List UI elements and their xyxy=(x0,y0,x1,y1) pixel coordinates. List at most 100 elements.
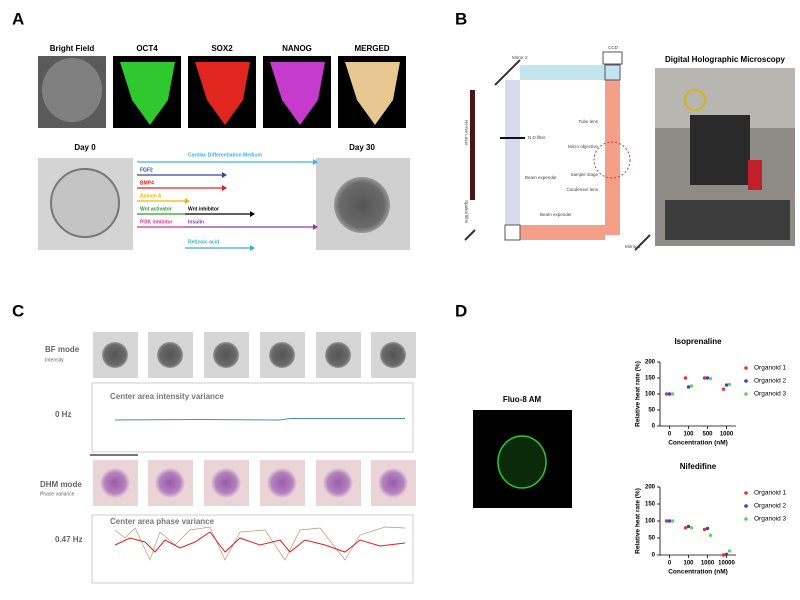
y-tick-label: 0 xyxy=(652,424,656,430)
legend-marker xyxy=(744,504,748,508)
legend-label: Organoid 3 xyxy=(754,391,787,398)
diagram-label: Tube lens xyxy=(578,119,598,124)
legend-label: Organoid 1 xyxy=(754,365,787,372)
data-point xyxy=(670,392,675,396)
dhm-images xyxy=(93,460,416,506)
data-point xyxy=(727,382,732,387)
data-point xyxy=(721,553,726,557)
diagram-label: CCD xyxy=(608,45,618,50)
factor-label: Wnt activator xyxy=(140,206,172,212)
factor-label: FGF2 xyxy=(140,167,153,173)
mode-label: DHM mode xyxy=(40,480,82,489)
diagram-label: N.D filter xyxy=(528,135,546,140)
chart-title: Isoprenaline xyxy=(674,337,722,346)
diagram-label: Micro objective xyxy=(568,144,599,149)
data-point xyxy=(721,387,726,391)
legend-marker xyxy=(744,366,748,370)
frequency-label: 0 Hz xyxy=(55,410,71,419)
stain-label: OCT4 xyxy=(136,44,158,53)
diagram-label: Mirror 1 xyxy=(625,244,641,249)
frequency-label: 0.47 Hz xyxy=(55,535,83,544)
x-tick-label: 1000 xyxy=(701,561,715,567)
factor-label: Retinoic acid xyxy=(188,239,219,245)
legend-marker xyxy=(744,379,748,383)
y-axis-label: Relative heat rate (%) xyxy=(635,361,642,427)
y-tick-label: 100 xyxy=(645,519,656,525)
legend-marker xyxy=(744,491,748,495)
diagram-label: Sample stage xyxy=(570,172,598,177)
diagram-label: Spatial filter xyxy=(464,200,469,224)
y-axis-label: Relative heat rate (%) xyxy=(635,488,642,554)
x-tick-label: 0 xyxy=(668,561,672,567)
panel-letter: D xyxy=(455,301,467,320)
x-axis-label: Concentration (nM) xyxy=(668,440,728,447)
protocol-arrows xyxy=(137,159,318,251)
data-point xyxy=(670,519,675,523)
mode-sub: Intensity xyxy=(45,357,64,363)
y-tick-label: 150 xyxy=(645,502,656,508)
data-point xyxy=(664,392,669,396)
trace-title: Center area phase variance xyxy=(110,517,215,526)
chart-title: Nifedifine xyxy=(680,462,717,471)
data-point xyxy=(727,549,732,553)
x-tick-label: 100 xyxy=(683,561,694,567)
diagram-label: He-Ne Laser xyxy=(464,120,469,146)
data-point xyxy=(702,527,707,532)
factor-label: Wnt inhibitor xyxy=(188,206,219,212)
panel-letter: C xyxy=(12,301,24,320)
data-point xyxy=(664,519,669,523)
stain-label: SOX2 xyxy=(211,44,233,53)
x-tick-label: 100 xyxy=(683,432,694,438)
photo-title: Digital Holographic Microscopy xyxy=(665,55,786,64)
phase-trace xyxy=(114,531,406,553)
stain-images xyxy=(38,56,406,128)
data-point xyxy=(705,376,710,380)
trace-box xyxy=(91,382,414,453)
data-point xyxy=(708,376,713,381)
legend-label: Organoid 2 xyxy=(754,378,787,385)
data-point xyxy=(689,384,694,388)
x-tick-label: 1000 xyxy=(720,432,734,438)
x-tick-label: 0 xyxy=(668,432,672,438)
y-tick-label: 200 xyxy=(645,485,656,491)
diagram-label: Beam expender xyxy=(540,212,572,217)
mode-label: BF mode xyxy=(45,345,80,354)
y-tick-label: 50 xyxy=(648,408,655,414)
legend-marker xyxy=(744,392,748,396)
diagram-label: Beam expender xyxy=(525,175,557,180)
legend-label: Organoid 1 xyxy=(754,490,787,497)
y-tick-label: 150 xyxy=(645,376,656,382)
data-point xyxy=(689,526,694,530)
image-title: Fluo-8 AM xyxy=(503,395,542,404)
factor-label: BMP4 xyxy=(140,180,154,186)
data-point xyxy=(724,383,729,387)
diagram-label: Condenser lens xyxy=(566,187,598,192)
bf-images xyxy=(93,332,416,378)
data-point xyxy=(705,526,710,531)
legend-marker xyxy=(744,517,748,521)
day-label: Day 0 xyxy=(74,143,96,152)
data-point xyxy=(686,385,691,389)
stain-label: NANOG xyxy=(282,44,312,53)
trace-title: Center area intensity variance xyxy=(110,392,224,401)
mode-sub: Phase variance xyxy=(40,491,75,497)
day-label: Day 30 xyxy=(349,143,375,152)
day-images xyxy=(38,158,410,250)
medium-label: Cardiac Differentiation Medium xyxy=(188,152,262,158)
optics-diagram xyxy=(464,51,651,251)
panel-letter: B xyxy=(455,9,467,28)
stain-label: Bright Field xyxy=(50,44,95,53)
intensity-trace xyxy=(114,418,405,421)
x-tick-label: 500 xyxy=(702,432,713,438)
factor-label: PI3K inhibitor xyxy=(140,219,173,225)
trace-box xyxy=(91,514,414,584)
diagram-label: Mirror 2 xyxy=(512,55,528,60)
y-tick-label: 100 xyxy=(645,392,656,398)
data-point xyxy=(683,376,688,380)
data-point xyxy=(702,376,707,380)
factor-label: Insulin xyxy=(188,219,204,225)
phase-trace-raw xyxy=(114,526,406,561)
microscope-photo xyxy=(655,68,795,246)
panel-letter: A xyxy=(12,9,24,28)
